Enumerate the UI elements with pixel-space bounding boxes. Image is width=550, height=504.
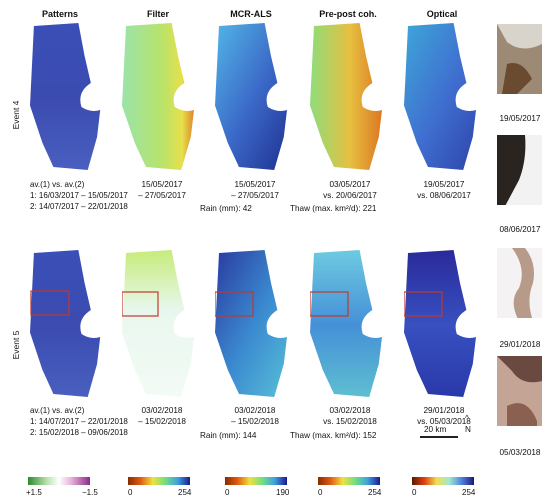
map-optical-event5: [404, 250, 477, 398]
scale-bar: [420, 436, 458, 438]
optical-thumbnail-event4-2: [497, 135, 542, 205]
colorbar-optical-max: 254: [462, 488, 476, 497]
thumb-caption-event5-2: 05/03/2018: [499, 448, 541, 457]
filter-caption-event4-line2: – 27/05/2017: [138, 191, 186, 200]
optical-caption-event4-line1: 19/05/2017: [423, 180, 465, 189]
map-patterns-event5: [30, 250, 101, 398]
colorbar-filter-min: 0: [128, 488, 133, 497]
coh-caption-event5-line2: vs. 15/02/2018: [323, 417, 377, 426]
colorbar-pre-post-coh: [318, 477, 380, 485]
thumb-caption-event4-1: 19/05/2017: [499, 114, 541, 123]
header-pre-post-coh: Pre-post coh.: [319, 9, 377, 19]
optical-thumbnail-event5-2: [497, 356, 542, 426]
row-label-event-4: Event 4: [11, 100, 21, 130]
header-filter: Filter: [146, 9, 169, 19]
colorbar-coh-min: 0: [318, 488, 323, 497]
patterns-caption-event4-line1: av.(1) vs. av.(2): [30, 180, 85, 189]
header-mcr-als: MCR-ALS: [230, 9, 272, 19]
map-optical-event4: [404, 23, 477, 171]
filter-caption-event5-line1: 03/02/2018: [141, 406, 183, 415]
colorbar-patterns-max: −1.5: [82, 488, 98, 497]
rain-event5: Rain (mm): 144: [200, 431, 257, 440]
header-optical: Optical: [426, 9, 458, 19]
colorbar-mcr-max: 190: [276, 488, 290, 497]
optical-thumbnail-event4-1: [497, 24, 542, 94]
rain-event4: Rain (mm): 42: [200, 204, 252, 213]
colorbar-optical: [412, 477, 474, 485]
colorbar-optical-min: 0: [412, 488, 417, 497]
mcr-caption-event5-line1: 03/02/2018: [234, 406, 276, 415]
thaw-event4: Thaw (max. km²/d): 221: [290, 204, 377, 213]
colorbar-coh-max: 254: [368, 488, 382, 497]
thumb-caption-event5-1: 29/01/2018: [499, 340, 541, 349]
scale-bar-label: 20 km: [424, 425, 447, 434]
patterns-caption-event5-line3: 2: 15/02/2018 – 09/06/2018: [30, 428, 128, 437]
optical-caption-event5-line1: 29/01/2018: [423, 406, 465, 415]
patterns-caption-event5-line1: av.(1) vs. av.(2): [30, 406, 85, 415]
patterns-caption-event4-line2: 1: 16/03/2017 – 15/05/2017: [30, 191, 128, 200]
optical-thumbnail-event5-1: [497, 248, 542, 318]
patterns-caption-event5-line2: 1: 14/07/2017 – 22/01/2018: [30, 417, 128, 426]
thumb-caption-event4-2: 08/06/2017: [499, 225, 541, 234]
colorbar-filter: [128, 477, 190, 485]
mcr-caption-event4-line1: 15/05/2017: [234, 180, 276, 189]
optical-caption-event4-line2: vs. 08/06/2017: [417, 191, 471, 200]
map-mcr-als-event4: [215, 23, 288, 171]
coh-caption-event4-line1: 03/05/2017: [329, 180, 371, 189]
north-arrow-icon: ^: [465, 414, 469, 423]
map-pre-post-coh-event5: [310, 250, 383, 398]
colorbar-patterns: [28, 477, 90, 485]
filter-caption-event4-line1: 15/05/2017: [141, 180, 183, 189]
thaw-event5: Thaw (max. km²/d): 152: [290, 431, 377, 440]
map-filter-event4: [122, 23, 195, 171]
colorbar-filter-max: 254: [178, 488, 192, 497]
map-filter-event5: [122, 250, 195, 398]
coh-caption-event5-line1: 03/02/2018: [329, 406, 371, 415]
colorbar-mcr-min: 0: [225, 488, 230, 497]
header-patterns: Patterns: [41, 9, 78, 19]
mcr-caption-event5-line2: – 15/02/2018: [231, 417, 279, 426]
colorbar-mcr-als: [225, 477, 287, 485]
map-pre-post-coh-event4: [310, 23, 383, 171]
coh-caption-event4-line2: vs. 20/06/2017: [323, 191, 377, 200]
filter-caption-event5-line2: – 15/02/2018: [138, 417, 186, 426]
map-mcr-als-event5: [215, 250, 288, 398]
north-label: N: [465, 425, 471, 434]
colorbar-patterns-min: +1.5: [26, 488, 42, 497]
mcr-caption-event4-line2: – 27/05/2017: [231, 191, 279, 200]
map-patterns-event4: [30, 23, 101, 171]
row-label-event-5: Event 5: [11, 330, 21, 360]
patterns-caption-event4-line3: 2: 14/07/2017 – 22/01/2018: [30, 202, 128, 211]
optical-caption-event5-line2: vs. 05/03/2018: [417, 417, 471, 426]
